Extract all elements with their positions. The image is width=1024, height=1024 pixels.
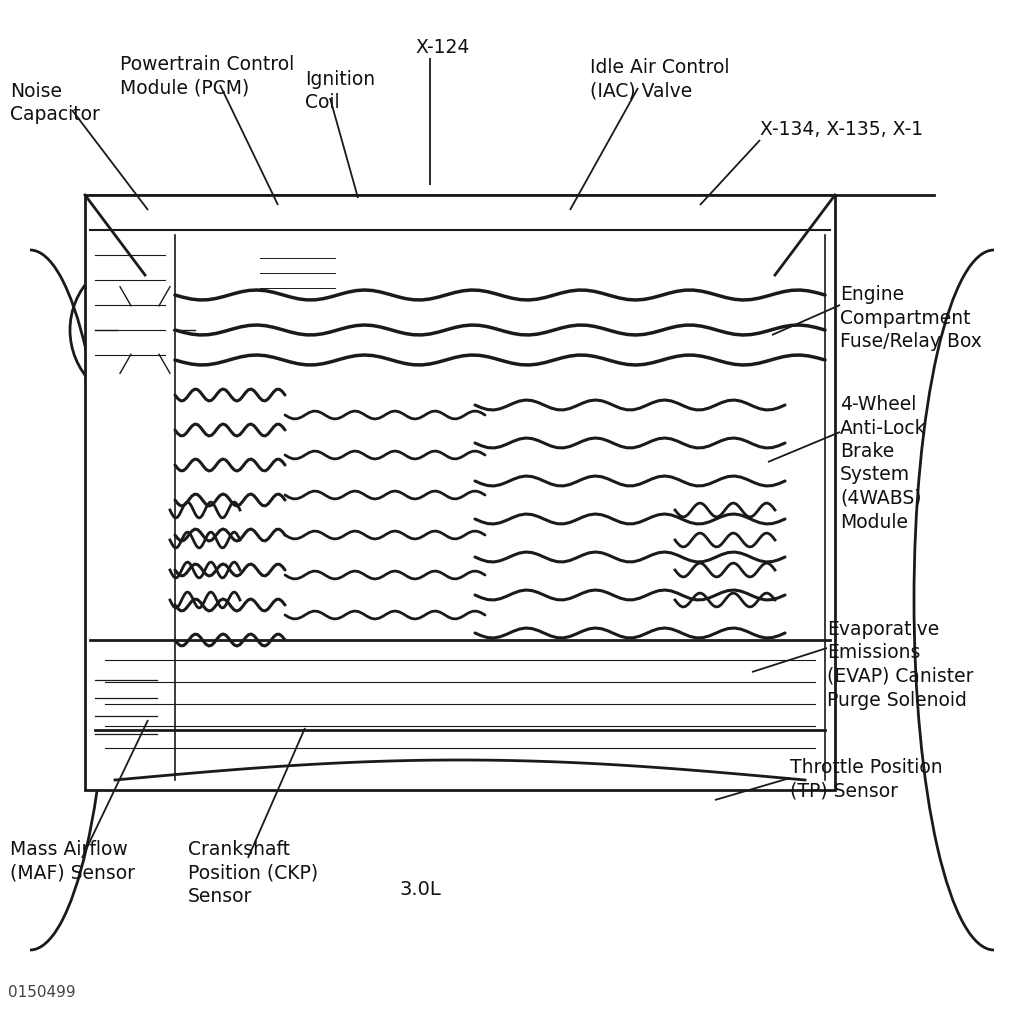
Bar [603, 610, 627, 630]
Text: Evaporative
Emissions
(EVAP) Canister
Purge Solenoid: Evaporative Emissions (EVAP) Canister Pu… [827, 620, 974, 710]
Bar [729, 289, 746, 301]
Text: X-134, X-135, X-1: X-134, X-135, X-1 [760, 120, 923, 139]
Circle shape [540, 230, 560, 250]
Bar [90, 665, 162, 760]
Bar [203, 610, 227, 630]
Text: Crankshaft
Position (CKP)
Sensor: Crankshaft Position (CKP) Sensor [188, 840, 318, 906]
Bar [283, 610, 307, 630]
Bar [250, 243, 345, 308]
Bar [307, 365, 335, 425]
Bar [391, 365, 419, 425]
Bar [349, 365, 377, 425]
Circle shape [303, 703, 317, 717]
Bar [755, 253, 773, 265]
Text: 3.0L: 3.0L [399, 880, 441, 899]
Circle shape [95, 280, 195, 380]
Bar [781, 289, 799, 301]
Text: X-124: X-124 [415, 38, 469, 57]
Bar [755, 289, 773, 301]
Circle shape [641, 511, 649, 519]
Bar [703, 253, 721, 265]
Circle shape [231, 611, 239, 618]
Circle shape [281, 531, 289, 539]
Bar [755, 665, 823, 760]
Circle shape [531, 451, 539, 459]
Circle shape [117, 302, 173, 358]
Bar [703, 271, 721, 283]
Bar [703, 289, 721, 301]
Circle shape [391, 490, 399, 499]
Bar [205, 315, 685, 565]
Text: Throttle Position
(TP) Sensor: Throttle Position (TP) Sensor [790, 758, 943, 801]
Text: Powertrain Control
Module (PCM): Powertrain Control Module (PCM) [120, 55, 294, 97]
Text: 0150499: 0150499 [8, 985, 76, 1000]
Bar [85, 195, 835, 790]
Bar [755, 271, 773, 283]
Bar [781, 253, 799, 265]
Bar [781, 271, 799, 283]
FancyBboxPatch shape [368, 243, 394, 287]
Bar [265, 365, 293, 425]
Bar [90, 234, 170, 435]
Text: 4-Wheel
Anti-Lock
Brake
System
(4WABS)
Module: 4-Wheel Anti-Lock Brake System (4WABS) M… [840, 395, 927, 531]
FancyBboxPatch shape [240, 340, 430, 450]
FancyBboxPatch shape [396, 243, 422, 287]
Text: Noise
Capacitor: Noise Capacitor [10, 82, 100, 125]
Text: Idle Air Control
(IAC) Valve: Idle Air Control (IAC) Valve [590, 58, 729, 100]
Text: Ignition
Coil: Ignition Coil [305, 70, 375, 113]
Bar [503, 610, 527, 630]
Circle shape [417, 347, 453, 383]
Circle shape [401, 631, 409, 639]
Circle shape [528, 218, 572, 262]
FancyBboxPatch shape [424, 243, 450, 287]
Circle shape [601, 611, 609, 618]
FancyBboxPatch shape [452, 243, 478, 287]
Text: Mass Airflow
(MAF) Sensor: Mass Airflow (MAF) Sensor [10, 840, 135, 883]
Text: Engine
Compartment
Fuse/Relay Box: Engine Compartment Fuse/Relay Box [840, 285, 982, 351]
Circle shape [501, 571, 509, 579]
Bar [729, 253, 746, 265]
Circle shape [450, 750, 470, 770]
Bar [695, 245, 810, 315]
Circle shape [176, 451, 184, 459]
Bar [729, 271, 746, 283]
